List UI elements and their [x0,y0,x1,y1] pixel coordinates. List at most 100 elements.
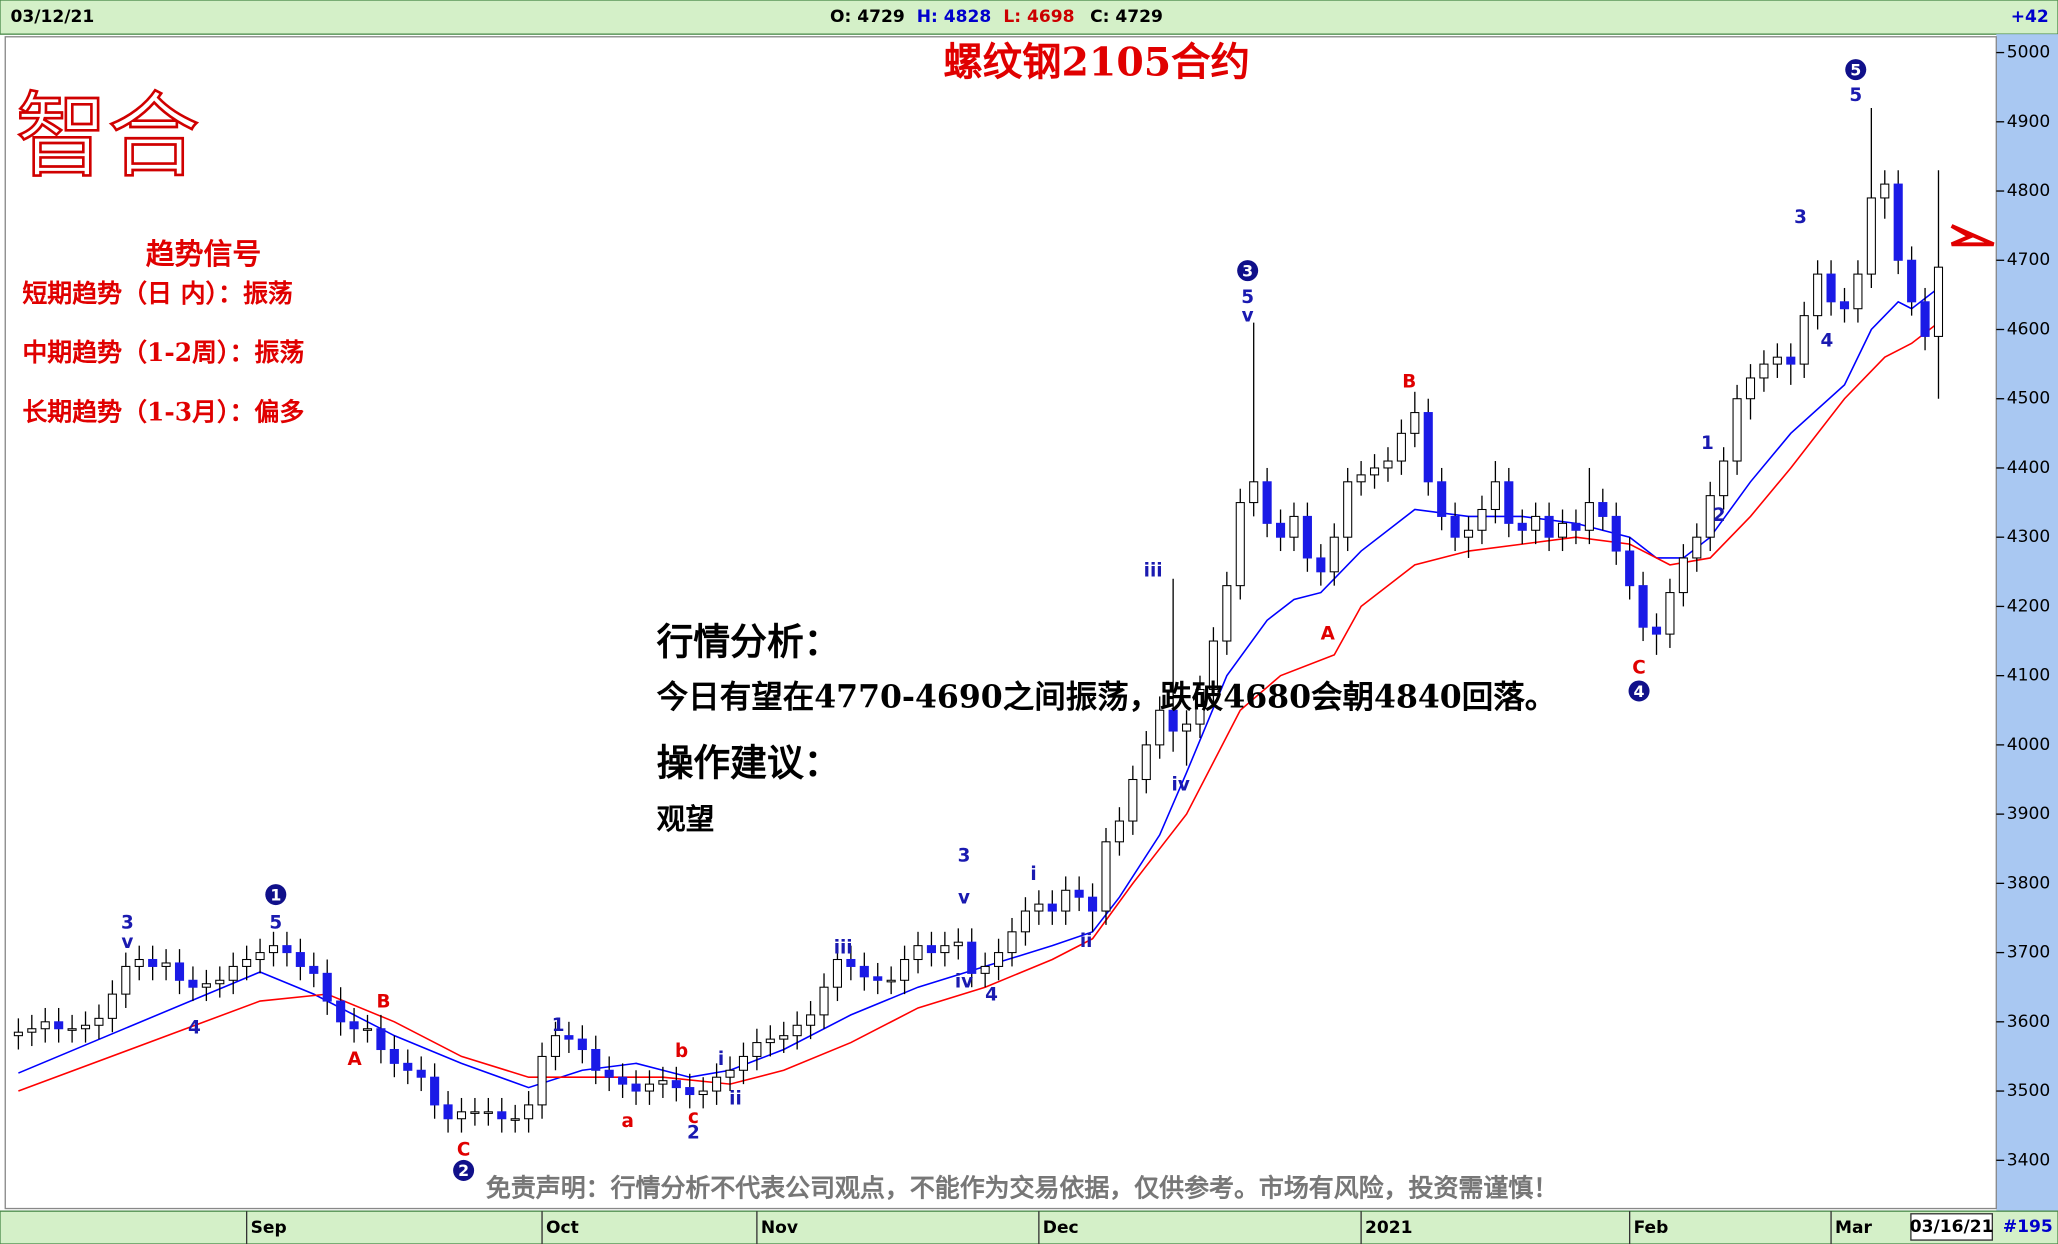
candle-body [1302,515,1312,559]
candle-body [80,1024,91,1030]
candle-body [967,941,977,974]
x-tick-label: Sep [251,1218,287,1238]
candle-body [1531,515,1541,531]
candle-body [1114,820,1124,843]
candle-body [1799,315,1809,365]
candle-body [228,965,238,981]
candle-body [940,945,950,954]
candle-body [295,952,305,967]
candle-body [1128,778,1138,822]
candle-body [1249,481,1259,504]
wave-label: b [675,1041,688,1062]
candle-body [1275,522,1286,538]
candle-body [268,945,279,954]
candle-body [752,1042,762,1057]
candle-body [1678,557,1688,594]
header-close: C: 4729 [1090,7,1163,27]
wave-label: iv [955,972,973,993]
candle-body [107,993,117,1019]
candle-body [255,952,265,961]
header-low: L: 4698 [1003,7,1074,27]
candle-body [309,965,319,974]
advice-title: 操作建议： [657,740,841,784]
candle-body [322,972,332,1002]
wave-label: 4 [1634,682,1645,701]
candle-body [94,1017,104,1026]
candle-body [282,945,292,954]
candle-body [1584,502,1594,531]
candle-body [550,1035,561,1057]
candle-body [1463,529,1474,538]
candle-body [201,983,211,988]
wave-label: B [1402,371,1416,392]
wave-label: A [347,1049,362,1070]
candle-body [1222,585,1232,642]
wave-label: v [958,888,970,909]
wave-label: i [1030,864,1036,885]
candle-body [1544,515,1554,538]
candle-body [1571,522,1581,531]
header-high: H: 4828 [917,7,992,27]
x-tick-label: Nov [761,1218,798,1238]
signal-line: 中期趋势（1-2周）：振荡 [22,338,304,367]
candle-body [524,1104,534,1120]
wave-circle [1845,59,1867,81]
candle-body [832,958,843,988]
candle-body [148,958,158,967]
candle-body [994,952,1004,967]
wave-label: 3 [121,912,134,933]
y-tick-label: 5000 [2007,43,2050,63]
candle-body [1517,522,1527,531]
candle-body [1732,398,1742,462]
footer-date-box [1910,1213,1993,1241]
advice-text: 观望 [657,802,715,836]
candle-body [618,1076,628,1085]
candle-body [40,1021,50,1030]
wave-label: iv [1172,775,1190,796]
candle-body [913,945,923,961]
candle-body [926,945,936,954]
analysis-title: 行情分析： [657,619,841,663]
x-tick-label: 2021 [1365,1218,1412,1238]
wave-circle [453,1159,475,1181]
wave-label: 5 [1849,85,1862,106]
candle-body [577,1038,587,1051]
y-tick-label: 4300 [2007,527,2050,547]
candle-body [1665,592,1675,635]
candle-body [1141,744,1151,781]
candle-body [671,1080,681,1089]
candle-body [161,962,171,967]
y-tick-label: 3600 [2007,1012,2050,1032]
candle-body [1638,585,1648,628]
candle-body [685,1087,695,1096]
wave-label: 3 [1794,207,1807,228]
candle-body [900,958,910,981]
x-tick-label: Oct [546,1218,579,1238]
candle-body [1933,266,1944,337]
wave-label: 3 [958,845,971,866]
candle-body [27,1028,37,1033]
plot-area: 3400 3500 3600 3700 3800 3900 4000 4100 4200 4300… [13,43,2050,1244]
candle-body [1651,626,1662,635]
candle-body [1437,481,1447,517]
candle-body [1557,522,1568,538]
wave-label: a [622,1111,634,1132]
candle-body [953,941,963,947]
candle-body [456,1111,467,1120]
candle-body [792,1024,802,1037]
wave-label: ii [729,1089,742,1110]
candle-body [1504,481,1514,524]
candle-body [1866,197,1876,275]
wave-label: 4 [985,985,998,1006]
wave-label: v [1242,306,1254,327]
candle-body [389,1048,399,1064]
candle-body [1893,183,1903,261]
y-tick-label: 4800 [2007,181,2050,201]
candle-body [1423,412,1433,483]
x-tick-label: Mar [1835,1218,1872,1238]
wave-label: 3 [1242,261,1253,280]
candle-body [54,1021,64,1030]
wave-label: 1 [270,885,281,904]
candle-body [980,965,990,974]
candle-body [1101,841,1111,912]
